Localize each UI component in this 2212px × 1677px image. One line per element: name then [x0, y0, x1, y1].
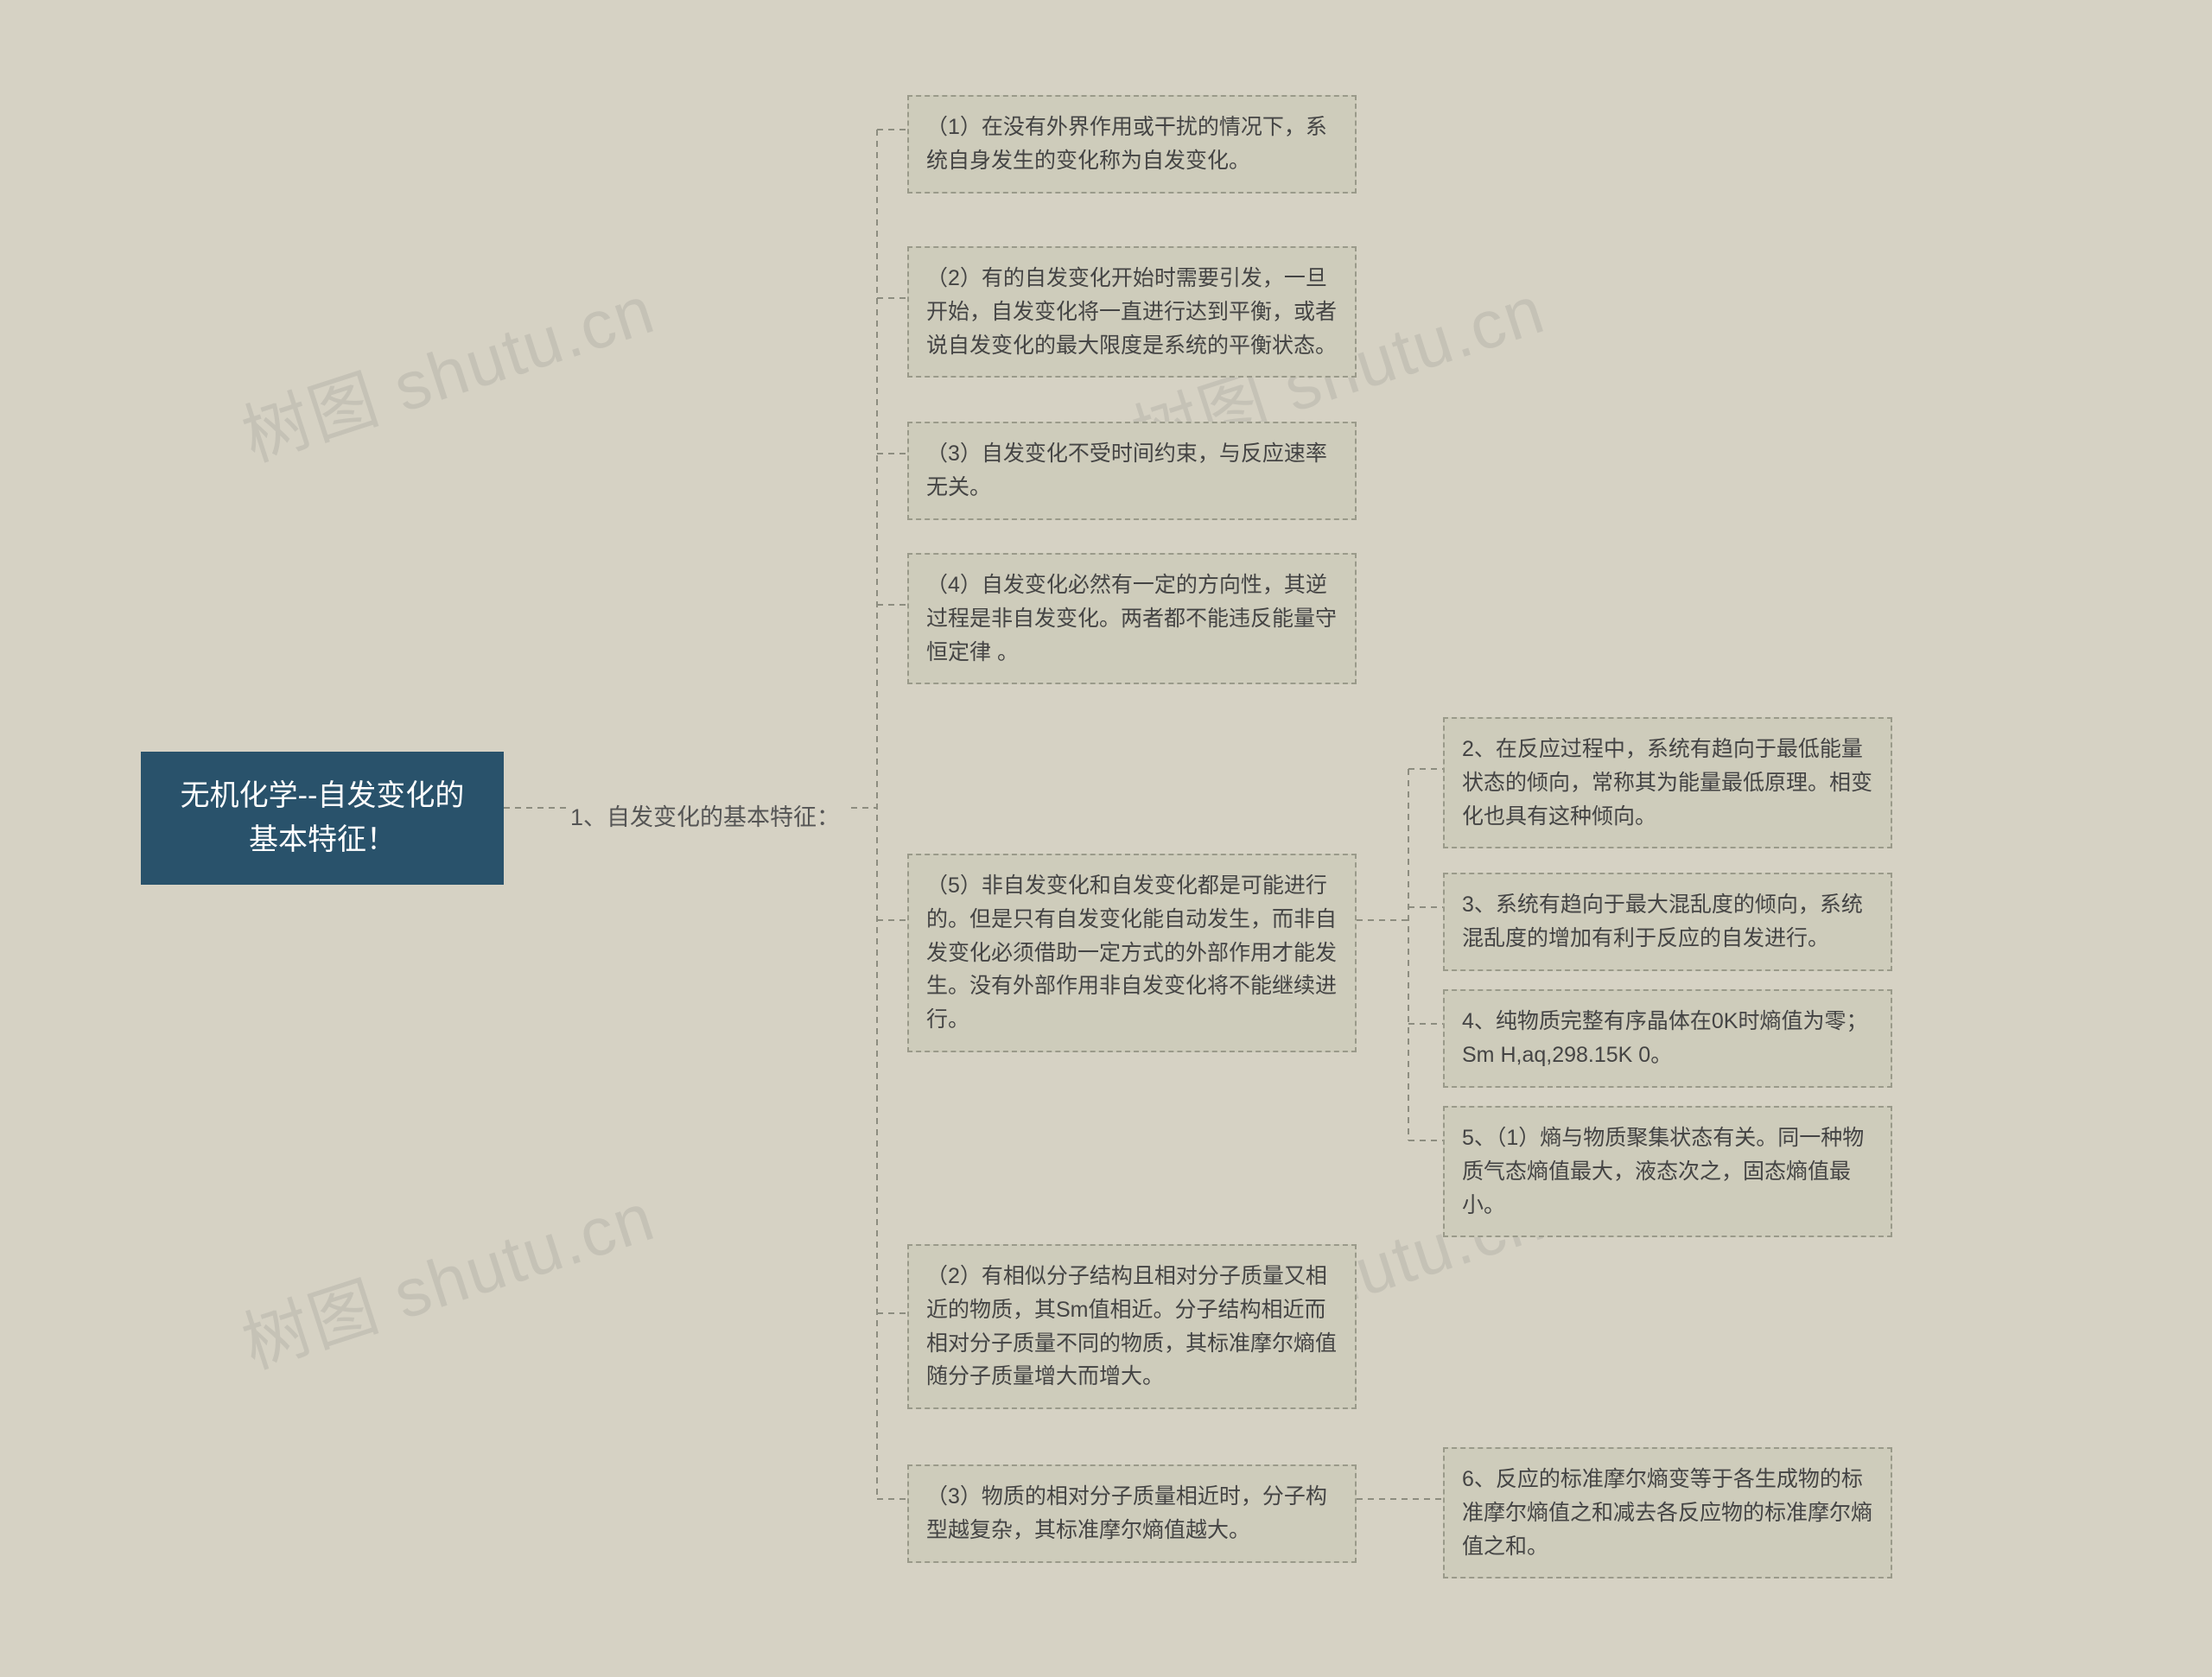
leaf-node[interactable]: 2、在反应过程中，系统有趋向于最低能量状态的倾向，常称其为能量最低原理。相变化也…: [1443, 717, 1892, 848]
leaf-node[interactable]: 5、（1）熵与物质聚集状态有关。同一种物质气态熵值最大，液态次之，固态熵值最小。: [1443, 1106, 1892, 1237]
leaf-node[interactable]: （3）自发变化不受时间约束，与反应速率无关。: [907, 422, 1357, 520]
leaf-node[interactable]: （4）自发变化必然有一定的方向性，其逆过程是非自发变化。两者都不能违反能量守恒定…: [907, 553, 1357, 684]
leaf-node[interactable]: （2）有的自发变化开始时需要引发，一旦开始，自发变化将一直进行达到平衡，或者说自…: [907, 246, 1357, 378]
root-node[interactable]: 无机化学--自发变化的基本特征！: [141, 752, 504, 885]
leaf-node[interactable]: （1）在没有外界作用或干扰的情况下，系统自身发生的变化称为自发变化。: [907, 95, 1357, 194]
branch-characteristics[interactable]: 1、自发变化的基本特征：: [570, 795, 840, 842]
mindmap-canvas: 树图 shutu.cn 树图 shutu.cn 树图 shutu.cn 树图 s…: [0, 0, 2212, 1677]
leaf-node[interactable]: 4、纯物质完整有序晶体在0K时熵值为零；Sm H,aq,298.15K 0。: [1443, 989, 1892, 1088]
watermark: 树图 shutu.cn: [229, 256, 665, 480]
leaf-node[interactable]: （2）有相似分子结构且相对分子质量又相近的物质，其Sm值相近。分子结构相近而相对…: [907, 1244, 1357, 1409]
leaf-node[interactable]: （3）物质的相对分子质量相近时，分子构型越复杂，其标准摩尔熵值越大。: [907, 1464, 1357, 1563]
watermark: 树图 shutu.cn: [229, 1163, 665, 1387]
leaf-node[interactable]: （5）非自发变化和自发变化都是可能进行的。但是只有自发变化能自动发生，而非自发变…: [907, 854, 1357, 1052]
leaf-node[interactable]: 3、系统有趋向于最大混乱度的倾向，系统混乱度的增加有利于反应的自发进行。: [1443, 873, 1892, 971]
leaf-node[interactable]: 6、反应的标准摩尔熵变等于各生成物的标准摩尔熵值之和减去各反应物的标准摩尔熵值之…: [1443, 1447, 1892, 1579]
